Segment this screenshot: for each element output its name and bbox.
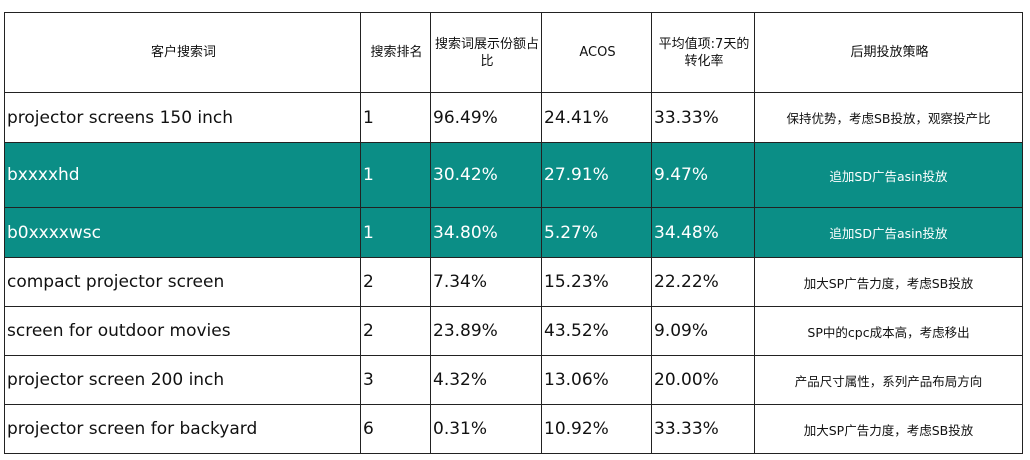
cell-conversion-rate: 33.33% — [651, 404, 755, 454]
header-strategy: 后期投放策略 — [754, 12, 1023, 93]
cell-search-term: b0xxxxwsc — [4, 207, 361, 258]
cell-impression-share: 96.49% — [430, 92, 542, 143]
table-row: screen for outdoor movies 2 23.89% 43.52… — [4, 306, 1023, 356]
cell-search-rank: 3 — [360, 355, 431, 405]
cell-impression-share: 30.42% — [430, 142, 542, 208]
cell-impression-share: 23.89% — [430, 306, 542, 356]
cell-search-rank: 1 — [360, 207, 431, 258]
cell-search-term: bxxxxhd — [4, 142, 361, 208]
cell-search-rank: 1 — [360, 142, 431, 208]
cell-search-rank: 2 — [360, 257, 431, 307]
table-row: projector screen for backyard 6 0.31% 10… — [4, 404, 1023, 454]
cell-search-term: projector screens 150 inch — [4, 92, 361, 143]
cell-impression-share: 7.34% — [430, 257, 542, 307]
cell-acos: 43.52% — [541, 306, 652, 356]
cell-conversion-rate: 22.22% — [651, 257, 755, 307]
cell-impression-share: 34.80% — [430, 207, 542, 258]
cell-acos: 24.41% — [541, 92, 652, 143]
cell-search-term: projector screen for backyard — [4, 404, 361, 454]
cell-search-term: projector screen 200 inch — [4, 355, 361, 405]
cell-acos: 15.23% — [541, 257, 652, 307]
cell-strategy: 加大SP广告力度，考虑SB投放 — [754, 257, 1023, 307]
cell-search-rank: 6 — [360, 404, 431, 454]
table-row: projector screen 200 inch 3 4.32% 13.06%… — [4, 355, 1023, 405]
cell-conversion-rate: 33.33% — [651, 92, 755, 143]
cell-strategy: 追加SD广告asin投放 — [754, 207, 1023, 258]
header-conversion-rate: 平均值项:7天的转化率 — [651, 12, 755, 93]
cell-conversion-rate: 20.00% — [651, 355, 755, 405]
cell-search-term: screen for outdoor movies — [4, 306, 361, 356]
table-row: b0xxxxwsc 1 34.80% 5.27% 34.48% 追加SD广告as… — [4, 207, 1023, 258]
header-search-term: 客户搜索词 — [4, 12, 361, 93]
cell-search-rank: 2 — [360, 306, 431, 356]
header-search-rank: 搜索排名 — [360, 12, 431, 93]
cell-conversion-rate: 9.09% — [651, 306, 755, 356]
table-row: bxxxxhd 1 30.42% 27.91% 9.47% 追加SD广告asin… — [4, 142, 1023, 208]
table-row: compact projector screen 2 7.34% 15.23% … — [4, 257, 1023, 307]
cell-search-term: compact projector screen — [4, 257, 361, 307]
cell-strategy: 保持优势，考虑SB投放，观察投产比 — [754, 92, 1023, 143]
header-acos: ACOS — [541, 12, 652, 93]
header-impression-share: 搜索词展示份额占比 — [430, 12, 542, 93]
cell-conversion-rate: 9.47% — [651, 142, 755, 208]
cell-conversion-rate: 34.48% — [651, 207, 755, 258]
search-term-table: 客户搜索词 搜索排名 搜索词展示份额占比 ACOS 平均值项:7天的转化率 后期… — [4, 12, 1023, 454]
table-header-row: 客户搜索词 搜索排名 搜索词展示份额占比 ACOS 平均值项:7天的转化率 后期… — [4, 12, 1023, 93]
cell-strategy: 加大SP广告力度，考虑SB投放 — [754, 404, 1023, 454]
cell-acos: 27.91% — [541, 142, 652, 208]
cell-acos: 13.06% — [541, 355, 652, 405]
cell-strategy: 追加SD广告asin投放 — [754, 142, 1023, 208]
cell-acos: 10.92% — [541, 404, 652, 454]
cell-search-rank: 1 — [360, 92, 431, 143]
cell-strategy: SP中的cpc成本高，考虑移出 — [754, 306, 1023, 356]
cell-impression-share: 4.32% — [430, 355, 542, 405]
cell-impression-share: 0.31% — [430, 404, 542, 454]
table-row: projector screens 150 inch 1 96.49% 24.4… — [4, 92, 1023, 143]
cell-acos: 5.27% — [541, 207, 652, 258]
cell-strategy: 产品尺寸属性，系列产品布局方向 — [754, 355, 1023, 405]
